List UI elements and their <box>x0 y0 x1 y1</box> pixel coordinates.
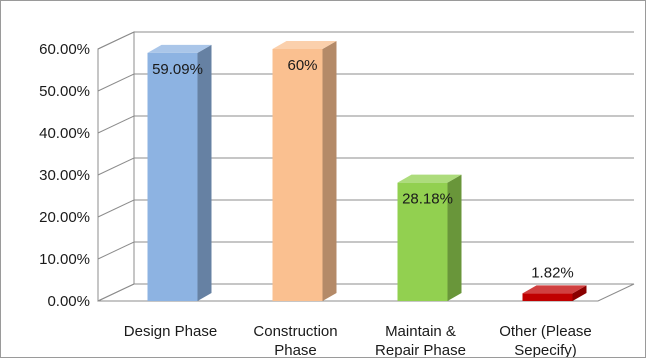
y-tick-label: 30.00% <box>39 167 90 184</box>
bar-front <box>522 293 573 301</box>
y-tick-label: 10.00% <box>39 251 90 268</box>
bars <box>147 41 587 302</box>
bar-front <box>397 182 448 301</box>
bar-top <box>272 41 337 49</box>
category-label: Other (Please Sepecify) <box>499 323 592 357</box>
bar-front <box>272 49 323 301</box>
y-tick-label: 40.00% <box>39 125 90 142</box>
bar-top <box>397 174 462 183</box>
data-label: 1.82% <box>531 264 574 281</box>
bar <box>272 41 337 301</box>
bar-front <box>147 52 198 302</box>
bar-top <box>147 44 212 53</box>
y-tick-label: 20.00% <box>39 209 90 226</box>
data-label: 59.09% <box>152 61 203 78</box>
y-tick-label: 60.00% <box>39 41 90 58</box>
bar-side <box>572 285 587 301</box>
bar <box>147 44 212 302</box>
category-label: Design Phase <box>124 323 217 340</box>
y-tick-label: 50.00% <box>39 83 90 100</box>
category-label: Maintain & Repair Phase <box>375 323 466 357</box>
category-label: Construction Phase <box>253 323 337 357</box>
bar-top <box>522 285 587 294</box>
data-label: 28.18% <box>402 191 453 208</box>
y-tick-label: 0.00% <box>47 293 90 310</box>
bar-side <box>322 41 337 301</box>
bar-side <box>197 44 212 302</box>
data-label: 60% <box>287 57 317 74</box>
bar <box>397 174 462 301</box>
bar <box>522 285 587 301</box>
bar-side <box>447 174 462 301</box>
